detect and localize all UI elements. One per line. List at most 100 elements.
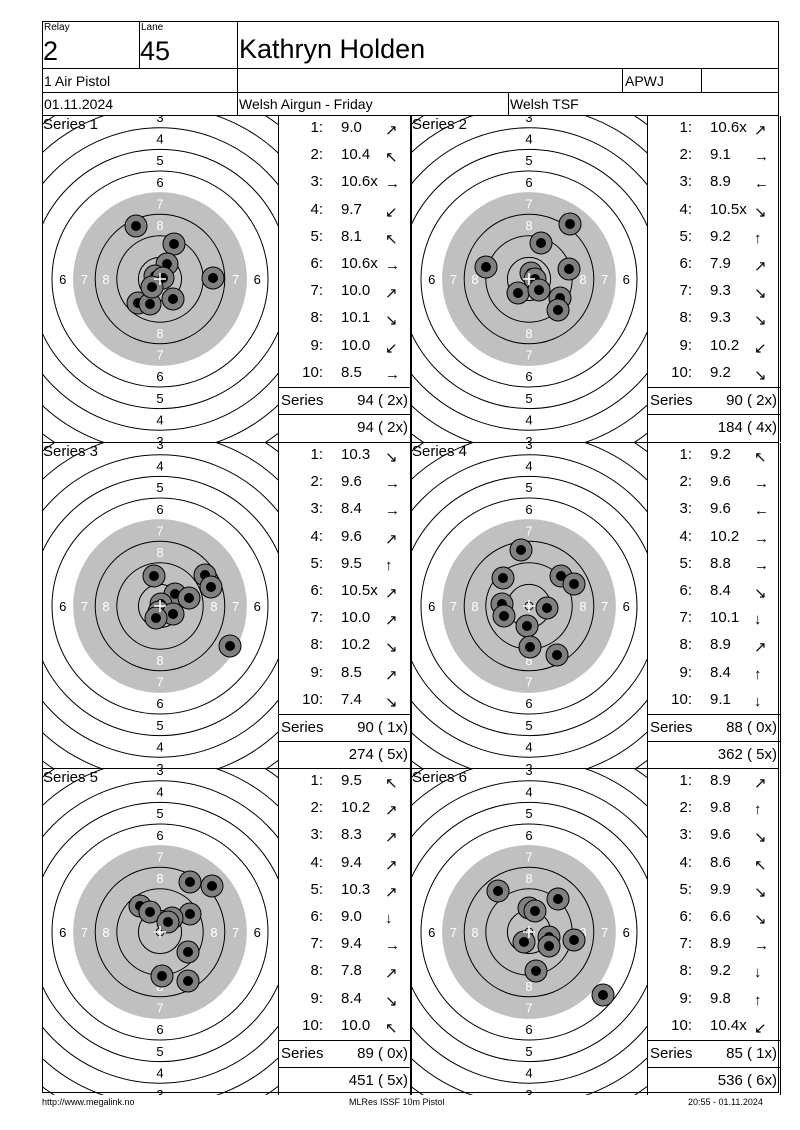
shot-number: 8:	[310, 309, 323, 327]
direction-arrow-icon: ↙	[754, 339, 767, 357]
shot-row: 6: 7.9 ↗	[648, 255, 780, 282]
series-block: 3 3 4 4 5 5 6 6 6 6 7 7 7 7 8 8 8 8 Series 6 1: 8.9 ↗ 2: 9.8 ↑ 3:…	[410, 768, 781, 1095]
shot-number: 7:	[679, 609, 692, 627]
target-ring	[51, 170, 269, 388]
direction-arrow-icon: ↗	[385, 883, 398, 901]
shot-number: 6:	[310, 255, 323, 272]
ring-number: 8	[471, 599, 478, 614]
running-total: 362 ( 5x)	[717, 746, 777, 763]
shot-score: 10.3	[341, 446, 371, 463]
shot-number: 8:	[310, 636, 323, 654]
footer-software: MLRes ISSF 10m Pistol	[349, 1097, 445, 1107]
ring-number: 6	[59, 925, 66, 940]
shot-row: 2: 9.6 →	[648, 473, 780, 500]
ring-number: 7	[601, 272, 608, 287]
shot-row: 10: 8.5 →	[279, 364, 411, 391]
shot-row: 4: 9.6 ↗	[279, 528, 411, 555]
ring-number: 3	[156, 761, 163, 769]
ring-number: 5	[525, 806, 532, 821]
shot-number: 4:	[679, 200, 692, 218]
target-ring	[94, 866, 226, 998]
shot-number: 7:	[310, 935, 323, 953]
shot-row: 5: 9.9 ↘	[648, 881, 780, 908]
header-divider-club	[622, 68, 623, 92]
shot-score: 9.8	[710, 799, 731, 817]
header-divider-name	[237, 21, 238, 115]
shot-number: 3:	[679, 826, 692, 844]
target-ring	[442, 845, 616, 1019]
shot-number: 3:	[310, 173, 323, 191]
shot-score: 9.5	[341, 554, 362, 572]
shot-number: 4:	[310, 527, 323, 545]
target-ring	[42, 801, 278, 1063]
direction-arrow-icon: ↓	[754, 692, 762, 710]
relay-label: Relay	[44, 22, 70, 33]
shot-score: 10.6x	[341, 173, 378, 191]
ring-number: 7	[525, 523, 532, 538]
shot-score: 9.6	[341, 527, 362, 545]
shot-number: 9:	[310, 663, 323, 681]
shot-row: 6: 6.6 ↘	[648, 908, 780, 935]
series-total-label: Series	[650, 719, 693, 736]
shot-number: 5:	[679, 880, 692, 898]
shot-score: 8.6	[710, 853, 731, 871]
shot-row: 2: 9.8 ↑	[648, 799, 780, 826]
target-ring	[411, 127, 647, 431]
shot-row: 7: 10.1 ↓	[648, 609, 780, 636]
direction-arrow-icon: →	[385, 475, 400, 493]
shot-row: 2: 9.6 →	[279, 473, 411, 500]
series-total: 89 ( 0x)	[357, 1045, 408, 1062]
series-total: 90 ( 2x)	[726, 392, 777, 409]
ring-number: 3	[525, 116, 532, 125]
shot-hole	[515, 614, 539, 638]
shot-number: 1:	[679, 119, 692, 136]
shot-number: 10:	[302, 690, 323, 708]
shot-row: 4: 9.4 ↗	[279, 854, 411, 881]
shot-score: 7.9	[710, 255, 731, 272]
direction-arrow-icon: ↘	[754, 883, 767, 901]
shot-row: 2: 9.1 →	[648, 146, 780, 173]
shot-row: 1: 10.6x ↗	[648, 119, 780, 146]
direction-arrow-icon: ↖	[385, 230, 398, 248]
ring-number: 8	[579, 272, 586, 287]
direction-arrow-icon: ↓	[754, 964, 762, 982]
ring-number: 4	[156, 459, 163, 474]
shot-score: 8.3	[341, 826, 362, 844]
target-ring	[506, 256, 552, 302]
ring-number: 8	[102, 925, 109, 940]
ring-number: 8	[156, 326, 163, 341]
shot-row: 4: 10.5x ↘	[648, 201, 780, 228]
lane-label: Lane	[141, 22, 164, 33]
shot-hole	[562, 928, 586, 952]
direction-arrow-icon: ↘	[754, 911, 767, 928]
running-total-row: 362 ( 5x)	[648, 741, 780, 769]
shot-score: 9.4	[341, 853, 362, 871]
target-ring	[42, 454, 278, 758]
ring-number: 7	[450, 272, 457, 287]
direction-arrow-icon: ↗	[754, 258, 767, 275]
target-ring	[420, 823, 638, 1041]
shot-row: 4: 8.6 ↖	[648, 854, 780, 881]
shot-number: 6:	[679, 908, 692, 925]
border-right	[778, 21, 779, 1093]
direction-arrow-icon: ↑	[754, 665, 762, 683]
direction-arrow-icon: ↗	[754, 122, 767, 139]
shot-row: 8: 9.2 ↓	[648, 962, 780, 989]
footer-url[interactable]: http://www.megalink.no	[42, 1097, 135, 1107]
direction-arrow-icon: ↙	[385, 339, 398, 357]
shot-hole	[591, 983, 615, 1007]
shot-number: 5:	[310, 227, 323, 245]
shot-hole	[176, 940, 200, 964]
target-ring	[442, 192, 616, 366]
shot-hole	[562, 572, 586, 596]
shot-score: 8.8	[710, 554, 731, 572]
ring-number: 6	[428, 599, 435, 614]
shot-score: 8.4	[341, 989, 362, 1007]
target-ring	[94, 213, 226, 345]
shot-number: 1:	[679, 772, 692, 789]
target-ring	[73, 845, 247, 1019]
ring-number: 6	[525, 502, 532, 517]
ring-number: 8	[210, 925, 217, 940]
ring-number: 6	[525, 175, 532, 190]
